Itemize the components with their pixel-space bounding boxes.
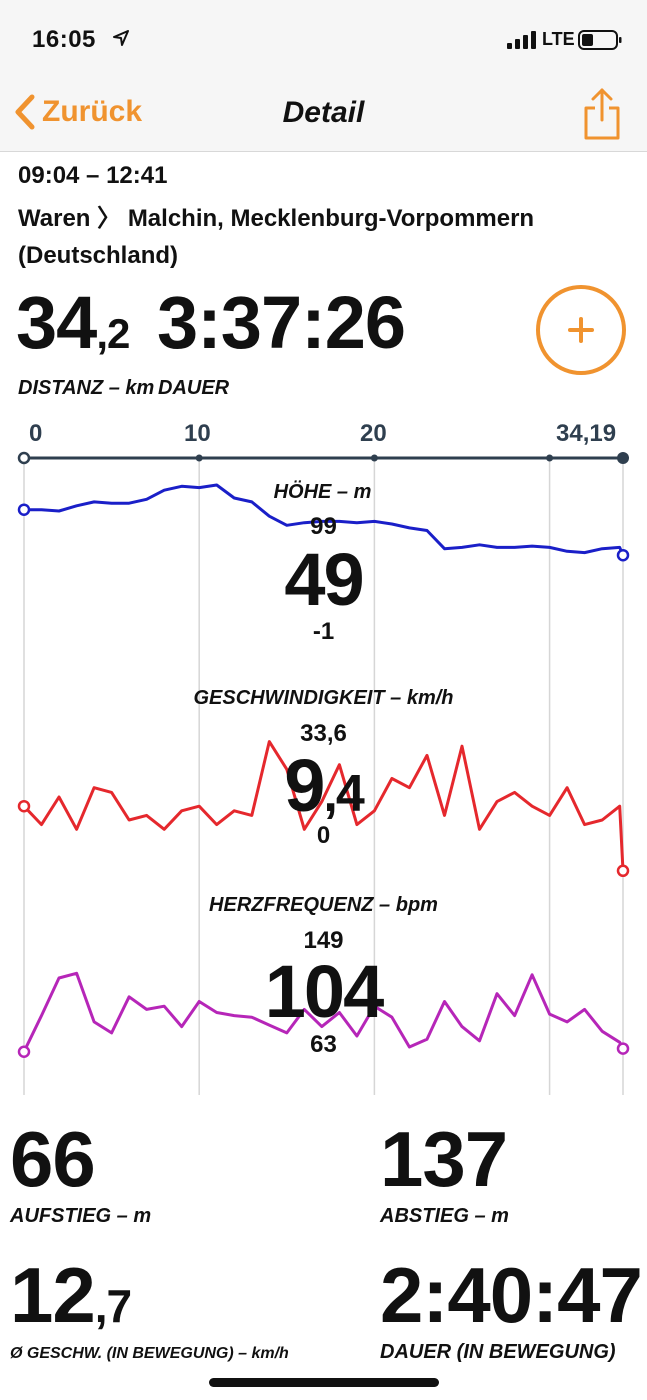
elevation-chart-title: HÖHE – m bbox=[273, 481, 372, 503]
duration-caption: DAUER bbox=[158, 377, 230, 399]
speed-max-label: 33,6 bbox=[300, 720, 347, 747]
profile-charts[interactable] bbox=[0, 440, 647, 1100]
heart-rate-endpoint bbox=[17, 1045, 31, 1058]
status-bar: 16:05 LTE bbox=[0, 0, 647, 80]
network-type: LTE bbox=[542, 29, 575, 49]
avg-speed-integer: 12 bbox=[10, 1251, 96, 1339]
time-range: 09:04 – 12:41 bbox=[18, 162, 168, 189]
distance-axis-marker bbox=[546, 454, 554, 462]
back-button-label: Zurück bbox=[42, 95, 143, 128]
elevation-current-value: 49 bbox=[284, 538, 364, 621]
duration-value: 3:37:26 bbox=[157, 281, 406, 364]
distance-tick: 20 bbox=[360, 420, 387, 447]
heart-rate-current-value: 104 bbox=[264, 950, 384, 1033]
status-time: 16:05 bbox=[32, 26, 96, 53]
distance-tick: 0 bbox=[29, 420, 43, 447]
distance-axis-marker bbox=[370, 454, 378, 462]
home-indicator[interactable] bbox=[209, 1378, 439, 1387]
distance-value: 34,2 bbox=[16, 286, 130, 360]
speed-series-line bbox=[22, 740, 625, 871]
speed-chart-title: GESCHWINDIGKEIT – km/h bbox=[193, 687, 454, 709]
distance-integer: 34 bbox=[16, 281, 97, 364]
battery-icon bbox=[578, 30, 622, 50]
avg-speed-caption: Ø GESCHW. (IN BEWEGUNG) – km/h bbox=[10, 1345, 289, 1362]
heart-rate-max-label: 149 bbox=[303, 927, 344, 954]
heart-rate-min-label: 63 bbox=[310, 1031, 337, 1058]
ascent-value: 66 bbox=[10, 1115, 96, 1203]
route-to: Malchin, Mecklenburg-Vorpommern bbox=[127, 205, 535, 232]
speed-current-decimal: ,4 bbox=[323, 765, 364, 823]
speed-current-value: 9,4 bbox=[0, 749, 647, 823]
route-description: Waren 〉 Malchin, Mecklenburg-Vorpommern … bbox=[18, 200, 618, 274]
add-button[interactable] bbox=[536, 285, 626, 375]
moving-duration-value: 2:40:47 bbox=[380, 1251, 643, 1339]
page-title: Detail bbox=[282, 96, 365, 129]
descent-value: 137 bbox=[380, 1115, 508, 1203]
elevation-endpoint bbox=[17, 503, 31, 516]
distance-tick: 34,19 bbox=[556, 420, 617, 447]
distance-start-marker bbox=[17, 451, 31, 465]
back-button[interactable]: Zurück bbox=[14, 90, 142, 134]
avg-speed-decimal: ,7 bbox=[94, 1280, 132, 1332]
ascent-caption: AUFSTIEG – m bbox=[10, 1205, 152, 1227]
heart-rate-series-line bbox=[22, 971, 625, 1053]
navigation-bar: Zurück Detail bbox=[0, 80, 647, 152]
speed-endpoint bbox=[616, 864, 630, 878]
route-from: Waren bbox=[18, 205, 91, 232]
chevron-left-icon bbox=[15, 94, 35, 130]
avg-speed-value: 12,7 bbox=[10, 1256, 132, 1334]
elevation-max-label: 99 bbox=[310, 513, 337, 540]
descent-caption: ABSTIEG – m bbox=[380, 1205, 509, 1227]
distance-decimal: ,2 bbox=[96, 310, 130, 357]
share-icon[interactable] bbox=[582, 86, 622, 142]
speed-current-integer: 9 bbox=[284, 744, 325, 827]
speed-min-label: 0 bbox=[316, 822, 331, 849]
moving-duration-caption: DAUER (IN BEWEGUNG) bbox=[380, 1341, 616, 1363]
distance-axis-marker bbox=[195, 454, 203, 462]
location-arrow-icon bbox=[113, 30, 129, 46]
elevation-endpoint bbox=[616, 548, 630, 562]
cellular-signal-icon bbox=[507, 31, 536, 49]
distance-end-marker bbox=[617, 452, 629, 464]
route-separator: 〉 bbox=[97, 205, 122, 232]
speed-endpoint bbox=[17, 799, 31, 813]
heart-rate-endpoint bbox=[616, 1042, 630, 1055]
distance-caption: DISTANZ – km bbox=[18, 377, 155, 399]
elevation-series-line bbox=[24, 483, 625, 556]
heart-rate-chart-title: HERZFREQUENZ – bpm bbox=[209, 894, 438, 916]
distance-tick: 10 bbox=[184, 420, 211, 447]
route-country: (Deutschland) bbox=[18, 242, 179, 269]
elevation-min-label: -1 bbox=[312, 618, 335, 645]
